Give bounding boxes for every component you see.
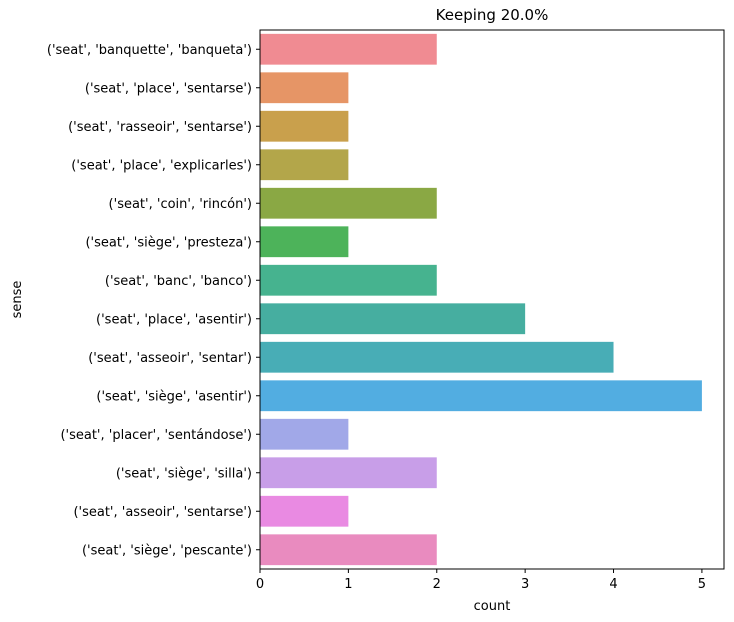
bar-5: [260, 226, 349, 258]
x-tick-label: 1: [344, 577, 352, 592]
y-tick-label: ('seat', 'banc', 'banco'): [105, 274, 252, 289]
bar-11: [260, 457, 437, 489]
x-axis-label: count: [474, 599, 511, 614]
x-tick-label: 5: [698, 577, 706, 592]
y-tick-label: ('seat', 'banquette', 'banqueta'): [47, 43, 252, 58]
y-tick-label: ('seat', 'siège', 'presteza'): [85, 235, 252, 250]
y-tick-label: ('seat', 'siège', 'asentir'): [96, 389, 252, 404]
bar-1: [260, 72, 349, 104]
bar-13: [260, 534, 437, 566]
y-tick-label: ('seat', 'place', 'explicarles'): [71, 158, 252, 173]
plot-frame: [259, 29, 725, 570]
y-tick-label: ('seat', 'asseoir', 'sentar'): [88, 351, 252, 366]
y-tick-label: ('seat', 'rasseoir', 'sentarse'): [68, 120, 252, 135]
bar-0: [260, 33, 437, 65]
y-tick-label: ('seat', 'place', 'asentir'): [96, 312, 252, 327]
bar-4: [260, 187, 437, 219]
bar-3: [260, 149, 349, 181]
y-tick-label: ('seat', 'placer', 'sentándose'): [60, 428, 252, 443]
bar-2: [260, 110, 349, 142]
bar-7: [260, 303, 526, 335]
x-tick-label: 4: [609, 577, 617, 592]
y-ticks-group: ('seat', 'banquette', 'banqueta') ('seat'…: [47, 43, 260, 558]
bar-8: [260, 341, 614, 373]
y-axis-label: sense: [10, 281, 25, 319]
x-ticks-group: 0 1 2 3 4 5: [256, 569, 706, 592]
bar-6: [260, 264, 437, 296]
bar-12: [260, 495, 349, 527]
x-tick-label: 2: [433, 577, 441, 592]
chart-title: Keeping 20.0%: [435, 6, 549, 24]
x-tick-label: 0: [256, 577, 264, 592]
bars-group: [260, 33, 702, 566]
bar-9: [260, 380, 702, 412]
y-tick-label: ('seat', 'place', 'sentarse'): [85, 81, 252, 96]
bar-10: [260, 418, 349, 450]
y-tick-label: ('seat', 'coin', 'rincón'): [109, 197, 252, 212]
y-tick-label: ('seat', 'siège', 'silla'): [116, 466, 252, 481]
x-tick-label: 3: [521, 577, 529, 592]
y-tick-label: ('seat', 'siège', 'pescante'): [82, 543, 252, 558]
y-tick-label: ('seat', 'asseoir', 'sentarse'): [73, 505, 252, 520]
